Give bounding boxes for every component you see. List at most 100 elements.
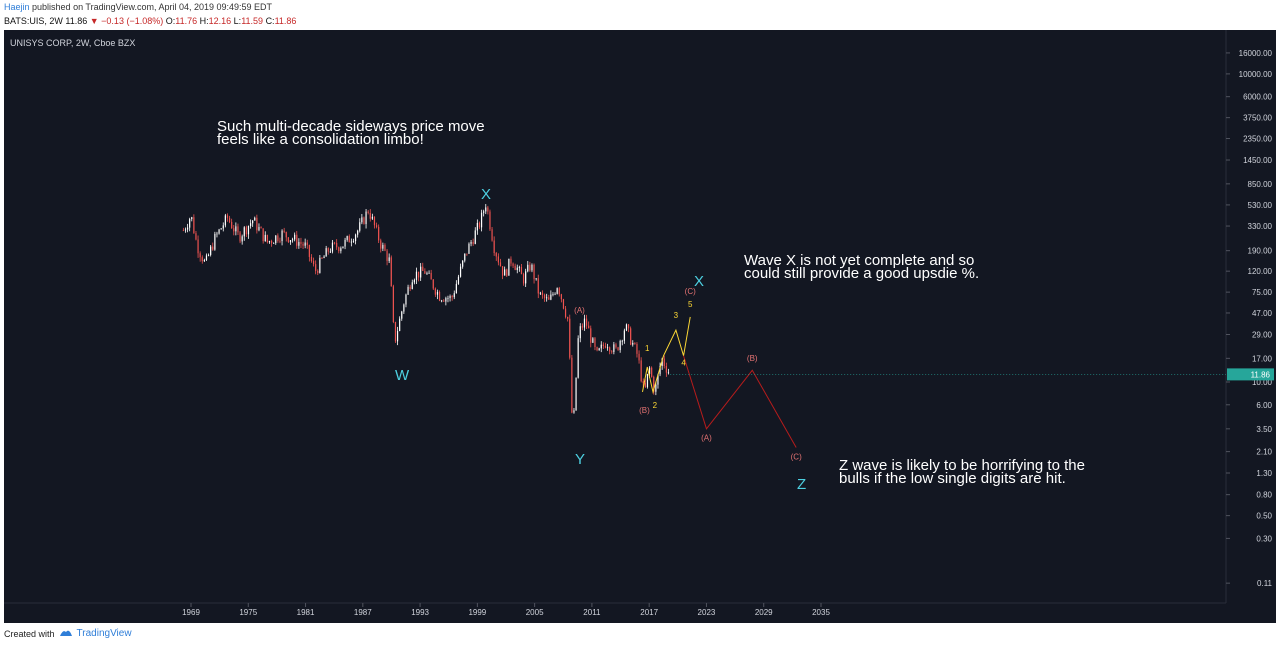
candle-body [453,293,455,298]
candle-body [264,234,266,242]
candle-body [361,217,363,223]
candle-body [638,353,640,361]
candle-body [357,230,359,235]
candle-body [371,216,373,219]
candle-body [218,229,220,234]
wave-sub-label: 4 [681,358,686,367]
x-tick-label: 2011 [583,608,601,617]
candle-body [424,270,426,274]
candle-body [210,246,212,255]
candle-body [422,266,424,271]
candle-body [604,345,607,348]
candle-body [632,342,634,345]
candle-body [405,294,407,305]
candle-body [216,233,218,235]
candle-body [260,227,262,229]
candle-body [653,376,655,392]
candle-body [600,344,602,349]
candle-body [434,288,436,295]
candle-body [266,234,268,243]
candle-body [651,367,653,377]
candle-body [262,228,264,242]
candle-body [331,242,334,252]
candle-body [575,377,577,411]
candle-body [214,233,216,250]
y-tick-label: 3750.00 [1243,114,1272,123]
candle-body [470,241,472,244]
l-label: L: [233,16,242,26]
candle-body [627,324,630,329]
wave-label-z: Z [797,476,807,493]
candle-body [560,294,562,300]
candle-body [476,222,478,231]
o-label: O: [165,16,176,26]
candle-body [275,235,277,244]
chart-area[interactable]: 16000.00 10000.00 6000.00 3750.00 2350.00 145… [4,30,1276,623]
publish-header: Haejin published on TradingView.com, Apr… [4,2,272,12]
candle-body [546,297,548,299]
candle-body [363,217,365,224]
candle-body [283,230,285,232]
candle-body [315,264,317,271]
candle-body [518,267,520,268]
candle-body [497,256,499,263]
candle-body [359,222,361,231]
candle-body [310,256,313,261]
candle-body [623,330,625,341]
wave-sub-label: 2 [653,401,658,410]
candle-body [640,360,642,382]
candle-body [399,318,401,332]
candle-body [516,267,518,271]
candle-body [630,328,632,345]
candle-body [438,291,441,301]
c-value: 11.86 [274,16,297,26]
candle-body [327,248,329,252]
candle-body [594,338,596,348]
last-price: 11.86 [65,16,88,26]
annotation-line: Such multi-decade sideways price move [217,118,485,135]
candle-body [304,242,306,246]
candle-body [249,223,252,226]
candle-body [382,244,384,249]
candle-body [581,326,583,328]
candle-body [491,229,493,241]
candle-body [212,246,214,250]
candle-body [432,279,434,289]
candle-body [543,294,546,299]
candle-body [590,328,592,343]
candle-body [281,230,283,242]
candle-body [411,282,413,289]
candle-body [233,228,235,232]
wave-sub-label: (A) [701,433,712,442]
candle-body [224,215,226,226]
candle-body [235,226,237,232]
author-link[interactable]: Haejin [4,2,30,12]
annotation-wave-x: Wave X is not yet complete and so could … [744,253,979,281]
candle-body [468,243,470,254]
tradingview-brand[interactable]: TradingView [76,628,132,639]
candle-body [512,263,514,266]
l-value: 11.59 [241,16,264,26]
y-tick-label: 330.00 [1248,222,1273,231]
candle-body [392,286,394,323]
candle-body [621,340,623,342]
candle-body [365,211,367,224]
candle-body [602,344,604,346]
candle-body [367,211,369,213]
candle-body [489,211,491,230]
candle-body [352,241,355,242]
candle-body [665,366,667,373]
candle-body [338,247,340,252]
tradingview-logo-icon [59,628,73,639]
candle-body [336,242,338,248]
candle-body [474,230,476,244]
x-tick-label: 2035 [812,608,830,617]
x-tick-label: 2023 [698,608,716,617]
candle-body [420,266,422,278]
y-tick-label: 0.30 [1256,534,1272,543]
y-tick-label: 530.00 [1248,201,1273,210]
wave-sub-label: (B) [639,406,650,415]
candle-body [510,258,512,264]
candle-body [182,230,184,232]
chart-svg[interactable]: 16000.0010000.006000.003750.002350.00145… [4,30,1276,623]
